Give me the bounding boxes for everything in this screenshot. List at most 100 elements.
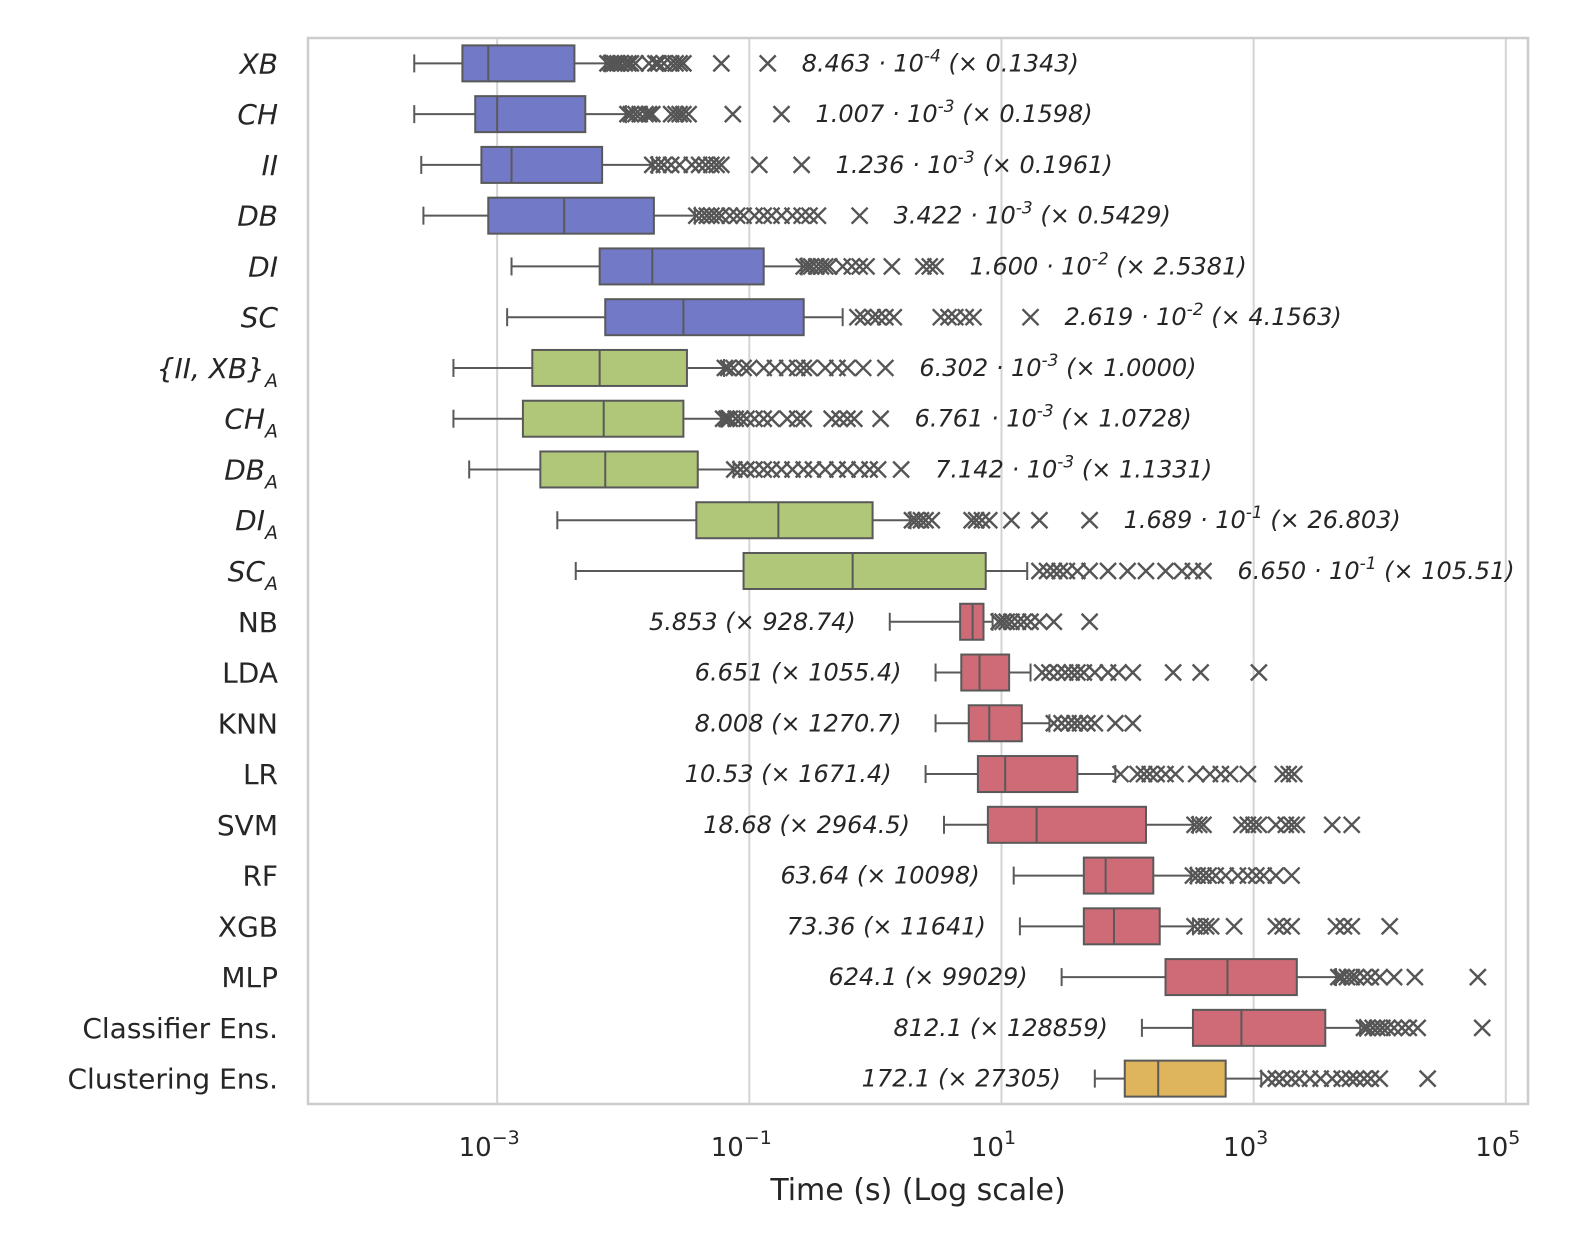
outlier-marker	[1355, 1069, 1373, 1088]
annotation-2: 1.007 · 10-3 (× 0.1598)	[816, 97, 1093, 128]
box-nb	[888, 602, 1099, 641]
box-db	[422, 196, 869, 235]
outlier-marker	[1049, 663, 1067, 682]
iqr-box	[531, 348, 688, 387]
outlier-marker	[1106, 714, 1125, 733]
annotation-ratio: (× 4.1563)	[1204, 303, 1342, 331]
x-tick-labels: 10−3 10−1 101 103 105	[459, 1127, 1521, 1163]
annotation-exponent: -3	[958, 148, 975, 168]
outlier-marker	[1273, 917, 1292, 936]
annotation-ratio: (× 1.0728)	[1054, 405, 1192, 433]
y-label-subscript: A	[263, 471, 278, 493]
iqr-box	[1082, 856, 1155, 895]
outlier-marker	[863, 308, 882, 327]
annotation-exponent: -1	[1246, 503, 1263, 523]
outlier-marker	[1332, 1069, 1351, 1088]
outlier-marker	[838, 359, 857, 377]
outlier-marker	[1393, 1019, 1411, 1037]
outlier-marker	[1085, 663, 1104, 682]
y-label-7: {II, XB}A	[157, 352, 278, 392]
outlier-marker	[1014, 612, 1033, 631]
x-tick-exponent: −1	[744, 1127, 772, 1149]
outlier-marker	[1044, 714, 1063, 733]
outlier-marker	[794, 257, 813, 276]
y-label-2: CH	[237, 98, 278, 131]
outlier-marker	[1202, 917, 1220, 936]
outlier-marker	[1030, 511, 1049, 530]
annotation-10: 1.689 · 10-1 (× 26.803)	[1124, 503, 1401, 534]
outlier-marker	[712, 206, 731, 225]
y-label-10: DIA	[235, 504, 278, 544]
outlier-marker	[1468, 968, 1487, 986]
x-tick-exponent: −3	[492, 1127, 520, 1149]
annotation-value: 812.1 (× 128859)	[894, 1014, 1108, 1042]
plot-frame	[306, 36, 1530, 1106]
y-label-main: Clustering Ens.	[67, 1063, 278, 1096]
y-label-main: II	[261, 149, 278, 182]
outlier-marker	[666, 54, 685, 73]
y-label-3: II	[261, 149, 278, 182]
annotation-value: 1.007 · 10	[816, 100, 938, 128]
annotation-value: 624.1 (× 99029)	[828, 963, 1027, 991]
outlier-marker	[1342, 815, 1361, 834]
outlier-marker	[1279, 765, 1298, 783]
box-mlp	[1060, 958, 1487, 997]
outlier-marker	[728, 206, 746, 225]
outlier-marker	[1239, 765, 1257, 783]
iqr-box	[539, 450, 699, 489]
outlier-marker	[1080, 562, 1099, 580]
iqr-box	[986, 805, 1147, 844]
annotation-value: 73.36 (× 11641)	[787, 912, 986, 940]
box-lr	[924, 755, 1304, 794]
outlier-marker	[850, 257, 869, 276]
outlier-marker	[737, 409, 756, 428]
outlier-marker	[712, 156, 731, 174]
outlier-marker	[871, 409, 890, 428]
y-label-main: SC	[241, 301, 279, 334]
outlier-marker	[1355, 1019, 1373, 1037]
annotation-ratio: (× 26.803)	[1263, 506, 1401, 534]
annotation-value: 2.619 · 10	[1065, 303, 1187, 331]
x-tick-exponent: 1	[1004, 1127, 1016, 1149]
outlier-marker	[1147, 765, 1166, 783]
outlier-marker	[1335, 917, 1353, 936]
outlier-marker	[920, 257, 939, 276]
outlier-marker	[754, 409, 773, 428]
box--ii-xb-a	[452, 348, 895, 387]
outlier-marker	[674, 54, 693, 73]
iqr-box	[1191, 1008, 1327, 1047]
annotations: 8.463 · 10-4 (× 0.1343)1.007 · 10-3 (× 0…	[649, 46, 1515, 1092]
iqr-box	[474, 95, 587, 134]
outlier-marker	[838, 409, 857, 428]
iqr-box	[1164, 958, 1298, 997]
outlier-marker	[622, 105, 640, 123]
outlier-marker	[830, 409, 849, 428]
box-sca	[574, 552, 1213, 590]
box-clustering-ens-	[1093, 1059, 1437, 1098]
outlier-marker	[1355, 968, 1373, 986]
annotation-11: 6.650 · 10-1 (× 105.51)	[1237, 554, 1514, 585]
outlier-marker	[679, 105, 698, 123]
x-tick-exponent: 3	[1256, 1127, 1268, 1149]
y-label-14: KNN	[218, 707, 278, 740]
outlier-marker	[758, 54, 777, 73]
box-svm	[942, 805, 1361, 844]
outlier-marker	[931, 308, 950, 327]
annotation-1: 8.463 · 10-4 (× 0.1343)	[802, 46, 1079, 77]
outlier-marker	[1080, 612, 1099, 631]
outlier-marker	[1341, 1069, 1359, 1088]
outlier-marker	[1259, 1069, 1277, 1088]
annotation-ratio: (× 1.0000)	[1058, 354, 1196, 382]
outlier-marker	[1285, 765, 1304, 783]
outlier-marker	[1030, 562, 1049, 580]
outlier-marker	[719, 359, 738, 377]
annotation-16: 18.68 (× 2964.5)	[703, 811, 910, 839]
y-label-19: MLP	[221, 961, 278, 994]
annotation-ratio: (× 105.51)	[1377, 557, 1515, 585]
annotation-ratio: (× 0.1598)	[955, 100, 1093, 128]
box-ch	[413, 95, 791, 134]
outlier-marker	[1221, 765, 1239, 783]
